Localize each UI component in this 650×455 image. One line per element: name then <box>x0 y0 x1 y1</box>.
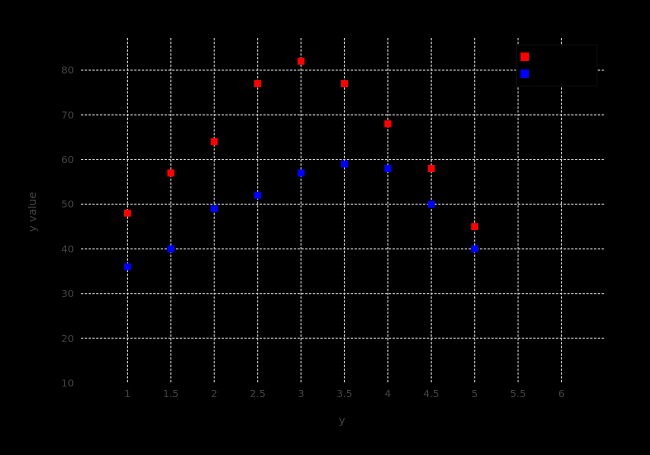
x-axis-label: y <box>339 414 346 427</box>
x-tick-label: 4 <box>385 389 391 400</box>
legend-markers <box>520 52 529 78</box>
data-point-blue-squares <box>340 160 348 168</box>
x-tick-label: 2.5 <box>250 389 266 400</box>
data-point-red-squares <box>254 80 262 88</box>
x-tick-label: 4.5 <box>423 389 439 400</box>
data-point-red-squares <box>210 138 218 146</box>
x-tick-labels: 1 1.5 2 2.5 3 3.5 4 4.5 5 5.5 6 <box>124 389 564 400</box>
y-tick-label: 80 <box>61 66 74 77</box>
data-point-red-squares <box>340 80 348 88</box>
x-tick-label: 1 <box>124 389 130 400</box>
y-tick-label: 50 <box>61 200 74 211</box>
data-point-blue-squares <box>167 245 175 253</box>
x-tick-label: 3.5 <box>337 389 353 400</box>
y-tick-labels: 10 20 30 40 50 60 70 80 <box>61 66 74 390</box>
data-point-blue-squares <box>123 263 131 271</box>
data-points <box>123 57 479 271</box>
legend-marker-icon <box>520 52 529 61</box>
data-point-blue-squares <box>427 200 435 208</box>
data-point-red-squares <box>123 209 131 217</box>
x-tick-label: 6 <box>558 389 564 400</box>
data-point-blue-squares <box>254 191 262 199</box>
y-tick-label: 40 <box>61 244 74 255</box>
x-tick-label: 1.5 <box>163 389 179 400</box>
data-point-red-squares <box>471 223 479 231</box>
y-tick-label: 60 <box>61 155 74 166</box>
x-tick-label: 5.5 <box>510 389 526 400</box>
legend-box <box>516 44 598 87</box>
data-point-red-squares <box>297 57 305 65</box>
y-tick-label: 30 <box>61 289 74 300</box>
data-point-blue-squares <box>384 164 392 172</box>
data-point-blue-squares <box>297 169 305 177</box>
y-axis-label: y value <box>26 192 39 232</box>
legend <box>516 44 598 87</box>
data-point-blue-squares <box>471 245 479 253</box>
y-tick-label: 20 <box>61 334 74 345</box>
x-tick-label: 2 <box>211 389 217 400</box>
legend-marker-icon <box>520 69 529 78</box>
x-tick-label: 3 <box>298 389 304 400</box>
y-tick-label: 70 <box>61 110 74 121</box>
data-point-red-squares <box>427 164 435 172</box>
data-point-blue-squares <box>210 205 218 213</box>
gridlines <box>81 38 604 383</box>
data-point-red-squares <box>167 169 175 177</box>
y-tick-label: 10 <box>61 379 74 390</box>
data-point-red-squares <box>384 120 392 128</box>
x-tick-label: 5 <box>471 389 477 400</box>
